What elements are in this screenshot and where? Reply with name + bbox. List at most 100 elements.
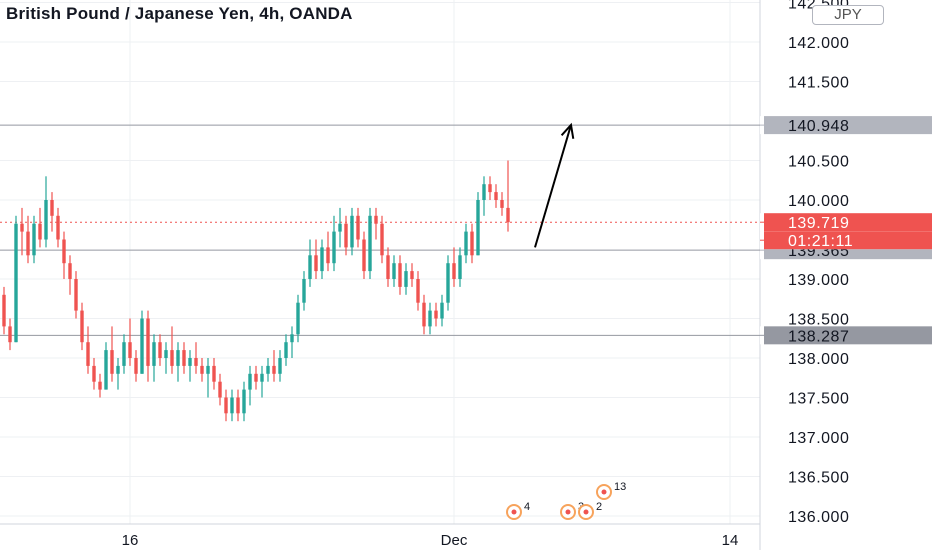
horizontal-levels <box>0 124 760 336</box>
candle-body <box>86 342 90 366</box>
candle-body <box>74 279 78 311</box>
candle-body <box>38 223 42 240</box>
candle-body <box>260 373 264 382</box>
price-tick-label: 138.000 <box>788 351 849 368</box>
level-tag-lower-label: 138.287 <box>788 328 849 345</box>
countdown-tag-box <box>764 231 932 250</box>
event-dot <box>583 509 589 515</box>
candle-body <box>506 207 510 223</box>
candle-body <box>50 200 54 216</box>
candle-body <box>482 184 486 200</box>
price-tick-label: 138.500 <box>788 312 849 329</box>
candle-body <box>242 389 246 414</box>
price-tick-label: 136.500 <box>788 470 849 487</box>
candle-body <box>8 326 12 343</box>
candle-body <box>14 223 18 343</box>
trend-arrow[interactable] <box>534 122 575 248</box>
event-count: 13 <box>614 481 626 493</box>
candle-body <box>392 263 396 279</box>
candle-body <box>206 365 210 374</box>
arrow-head <box>560 122 575 139</box>
candle-body <box>158 342 162 358</box>
candle-body <box>398 263 402 287</box>
candle-body <box>128 342 132 358</box>
candle-body <box>44 200 48 240</box>
candle-body <box>410 271 414 279</box>
candle-body <box>182 350 186 366</box>
price-tick-label: 140.500 <box>788 154 849 171</box>
candle-body <box>368 215 372 272</box>
time-tick-label: Dec <box>441 532 468 549</box>
event-count: 2 <box>596 501 602 513</box>
candle-body <box>278 358 282 374</box>
event-count: 4 <box>524 501 530 513</box>
price-tick-label: 140.000 <box>788 193 849 210</box>
candle-body <box>296 302 300 335</box>
candle-body <box>254 373 258 382</box>
currency-badge[interactable]: JPY <box>812 5 884 25</box>
candle-body <box>68 263 72 279</box>
candle-body <box>284 342 288 358</box>
candle-body <box>440 302 444 319</box>
candle-body <box>26 231 30 256</box>
candle-body <box>386 255 390 279</box>
candle-body <box>302 279 306 303</box>
level-tag-lower-box <box>764 326 932 345</box>
event-dot <box>601 489 607 495</box>
candles <box>2 160 510 422</box>
candle-body <box>20 223 24 232</box>
candle-body <box>140 318 144 374</box>
current-price-tag-label: 139.719 <box>788 215 849 232</box>
chart-grid <box>0 0 761 550</box>
candle-body <box>422 302 426 327</box>
candle-body <box>326 247 330 264</box>
candle-body <box>320 247 324 272</box>
candle-body <box>494 192 498 200</box>
candle-body <box>56 215 60 240</box>
candle-body <box>170 350 174 366</box>
candle-body <box>464 231 468 256</box>
candle-body <box>62 239 66 264</box>
candle-body <box>362 239 366 272</box>
arrow-shaft <box>534 124 572 248</box>
candle-body <box>200 365 204 374</box>
event-markers[interactable]: 43213 <box>506 481 626 520</box>
time-tick-label: 16 <box>122 532 139 549</box>
candle-body <box>176 350 180 366</box>
candle-body <box>338 223 342 232</box>
candle-body <box>356 215 360 240</box>
candle-body <box>428 310 432 327</box>
price-tick-label: 142.000 <box>788 35 849 52</box>
candle-body <box>212 365 216 382</box>
candle-body <box>488 184 492 193</box>
candle-body <box>152 342 156 366</box>
candle-body <box>92 365 96 382</box>
event-dot <box>511 509 517 515</box>
time-tick-label: 14 <box>722 532 739 549</box>
time-axis[interactable]: 16 Dec 14 <box>122 532 739 549</box>
candle-body <box>218 381 222 398</box>
candle-body <box>314 255 318 272</box>
level-tag-upper-label: 140.948 <box>788 118 849 135</box>
candle-body <box>2 294 6 327</box>
candle-body <box>350 215 354 248</box>
candle-body <box>236 397 240 414</box>
price-tick-label: 139.000 <box>788 272 849 289</box>
candle-body <box>470 231 474 256</box>
candle-body <box>98 381 102 390</box>
candle-body <box>110 350 114 374</box>
candle-body <box>80 310 84 343</box>
candle-body <box>290 334 294 343</box>
candle-body <box>416 279 420 303</box>
candle-body <box>194 358 198 366</box>
countdown-tag-label: 01:21:11 <box>788 233 853 250</box>
price-tick-label: 137.500 <box>788 391 849 408</box>
candle-body <box>104 350 108 390</box>
candle-body <box>230 397 234 414</box>
candle-body <box>272 365 276 374</box>
candle-body <box>500 200 504 208</box>
price-axis[interactable]: 142.500142.000141.500140.500140.000139.0… <box>788 0 849 526</box>
candle-body <box>116 365 120 374</box>
